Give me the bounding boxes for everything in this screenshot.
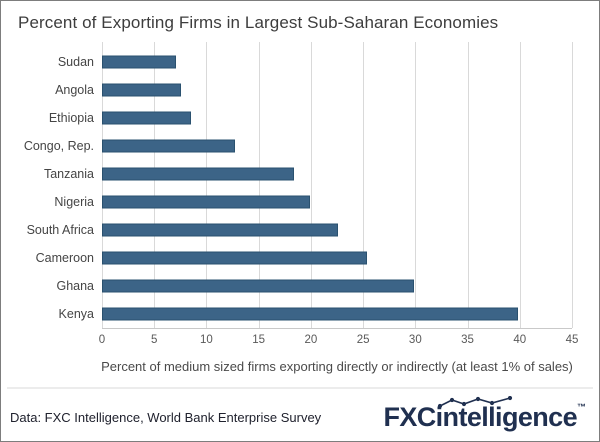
gridline xyxy=(102,42,103,328)
line-chart-sparkline-icon xyxy=(438,396,513,409)
category-label: Tanzania xyxy=(43,167,94,181)
category-label: South Africa xyxy=(26,223,94,237)
bar-row: South Africa xyxy=(1,216,599,244)
trademark-symbol: ™ xyxy=(577,402,586,412)
logo-text-fxc: FXC xyxy=(383,402,436,432)
bar-row: Cameroon xyxy=(1,244,599,272)
gridline xyxy=(467,42,469,328)
footer-divider xyxy=(7,387,593,389)
x-tick-label: 30 xyxy=(408,334,422,346)
bar-row: Kenya xyxy=(1,300,599,328)
footer: Data: FXC Intelligence, World Bank Enter… xyxy=(1,395,599,440)
bar xyxy=(102,167,295,181)
category-label: Nigeria xyxy=(54,195,94,209)
bar-row: Ghana xyxy=(1,272,599,300)
bar xyxy=(102,83,182,97)
bar xyxy=(102,111,191,125)
x-tick-label: 15 xyxy=(252,334,266,346)
chart-title: Percent of Exporting Firms in Largest Su… xyxy=(18,13,499,32)
gridline xyxy=(363,42,365,328)
bar-row: Sudan xyxy=(1,48,599,76)
category-label: Ethiopia xyxy=(48,111,94,125)
x-tick-label: 10 xyxy=(200,334,213,346)
bar-row: Congo, Rep. xyxy=(1,132,599,160)
bar xyxy=(102,55,177,69)
x-tick-label: 0 xyxy=(98,334,106,346)
x-axis-label: Percent of medium sized firms exporting … xyxy=(101,359,573,374)
category-label: Sudan xyxy=(57,55,94,69)
gridline xyxy=(415,42,417,328)
bar xyxy=(102,279,415,293)
x-axis-ticks: 0 5 10 15 20 25 30 35 40 45 xyxy=(98,334,579,349)
bar-row: Angola xyxy=(1,76,599,104)
category-label: Kenya xyxy=(58,307,94,321)
x-tick-label: 35 xyxy=(461,334,474,346)
gridline xyxy=(154,42,156,328)
bar-rows: Sudan Angola Ethiopia Congo, Rep. Tanzania Ni… xyxy=(1,48,599,328)
bar-row: Tanzania xyxy=(1,160,599,188)
bar xyxy=(102,307,518,321)
category-label: Congo, Rep. xyxy=(23,139,94,153)
plot-area xyxy=(102,42,573,329)
category-label: Ghana xyxy=(56,279,94,293)
bar xyxy=(102,251,368,265)
x-tick-label: 5 xyxy=(151,334,158,346)
bar-row: Ethiopia xyxy=(1,104,599,132)
gridline xyxy=(206,42,208,328)
x-tick-label: 45 xyxy=(565,334,579,346)
fxc-intelligence-logo: FXCintelligence™ xyxy=(383,396,586,432)
gridline xyxy=(310,42,312,328)
category-label: Cameroon xyxy=(35,251,94,265)
bar xyxy=(102,139,235,153)
gridline xyxy=(572,42,573,328)
gridline xyxy=(519,42,521,328)
bar xyxy=(102,223,338,237)
logo-text: FXCintelligence xyxy=(383,402,577,432)
data-source-caption: Data: FXC Intelligence, World Bank Enter… xyxy=(10,410,322,425)
category-label: Angola xyxy=(55,83,94,97)
gridline xyxy=(258,42,260,328)
x-tick-label: 20 xyxy=(304,334,318,346)
logo-text-intelligence: intelligence xyxy=(435,402,578,432)
bar-row: Nigeria xyxy=(1,188,599,216)
bar xyxy=(102,195,310,209)
x-tick-label: 25 xyxy=(356,334,370,346)
x-tick-label: 40 xyxy=(513,334,527,346)
